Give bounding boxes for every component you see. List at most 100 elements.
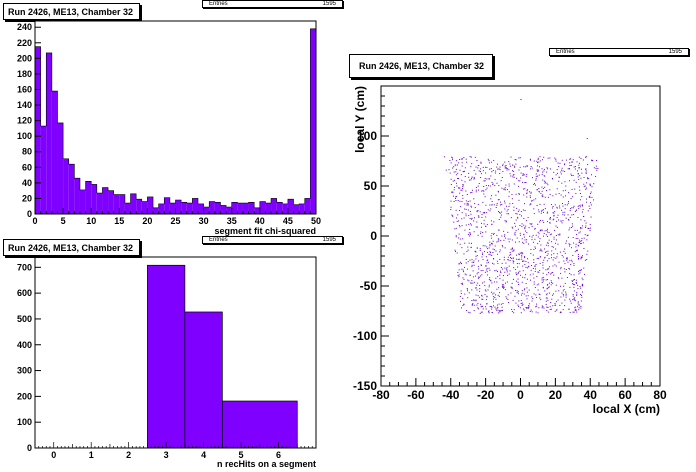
xy-point — [528, 305, 530, 307]
xy-point — [464, 167, 466, 169]
xy-point — [483, 185, 485, 187]
nhits-xtick-label: 0 — [51, 450, 56, 460]
xy-point — [569, 272, 571, 274]
xy-point — [570, 208, 572, 210]
xy-point — [556, 217, 558, 219]
xy-point — [519, 157, 521, 159]
xy-point — [534, 265, 536, 267]
xy-point — [577, 237, 579, 239]
xy-point — [526, 267, 528, 269]
xy-point — [451, 157, 453, 159]
xy-point — [552, 265, 554, 267]
xy-point — [478, 268, 480, 270]
xy-point — [489, 279, 491, 281]
xy-point — [465, 215, 467, 217]
xy-point — [476, 159, 478, 161]
xy-point — [491, 262, 493, 264]
xy-point — [565, 291, 567, 293]
xy-point — [481, 274, 483, 276]
xy-point — [581, 237, 583, 239]
xy-point — [513, 183, 515, 185]
xy-point — [544, 257, 546, 259]
xy-point — [522, 270, 524, 272]
xy-point — [590, 204, 592, 206]
xy-point — [462, 187, 464, 189]
xy-point — [527, 217, 529, 219]
xy-point — [539, 240, 541, 242]
xy-point — [456, 220, 458, 222]
xy-point — [522, 209, 524, 211]
xy-point — [569, 245, 571, 247]
xy-point — [533, 184, 535, 186]
xy-point — [497, 211, 499, 213]
xy-point — [526, 278, 528, 280]
chi2-bar — [141, 201, 148, 214]
xy-point — [462, 186, 464, 188]
xy-point — [558, 219, 560, 221]
xy-point — [515, 193, 517, 195]
xy-point — [515, 241, 517, 243]
xy-point — [538, 271, 540, 273]
xy-point — [546, 293, 548, 295]
xy-point — [491, 306, 493, 308]
xy-point — [547, 279, 549, 281]
xy-point — [466, 193, 468, 195]
xy-point — [541, 250, 543, 252]
xy-point — [543, 233, 545, 235]
xy-point — [543, 222, 545, 224]
xy-point — [585, 170, 587, 172]
xy-point — [481, 256, 483, 258]
xy-point — [560, 171, 562, 173]
xy-point — [576, 249, 578, 251]
xy-point — [586, 201, 588, 203]
xy-point — [501, 262, 503, 264]
xy-point — [451, 191, 453, 193]
xy-point — [472, 270, 474, 272]
xy-point — [548, 258, 550, 260]
xy-point — [569, 216, 571, 218]
xy-point — [576, 291, 578, 293]
xy-point — [457, 242, 459, 244]
xy-point — [558, 180, 560, 182]
xy-point — [510, 253, 512, 255]
xy-point — [544, 256, 546, 258]
xy-point — [555, 265, 557, 267]
xy-point — [541, 229, 543, 231]
xy-point — [532, 241, 534, 243]
xy-point — [497, 294, 499, 296]
xy-point — [588, 196, 590, 198]
xy-point — [477, 167, 479, 169]
xy-point — [516, 280, 518, 282]
xy-point — [565, 294, 567, 296]
xy-point — [512, 299, 514, 301]
xy-point — [469, 218, 471, 220]
xy-point — [475, 300, 477, 302]
chi2-bar — [254, 207, 260, 214]
xy-point — [581, 196, 583, 198]
xy-point — [568, 219, 570, 221]
xy-point — [523, 236, 525, 238]
xy-point — [467, 279, 469, 281]
xy-point — [454, 197, 456, 199]
chi2-bar — [158, 203, 165, 214]
xy-point — [581, 256, 583, 258]
xy-point — [541, 305, 543, 307]
xy-point — [576, 250, 578, 252]
xy-point — [486, 212, 488, 214]
xy-xtick-label: 20 — [549, 388, 563, 402]
xy-point — [486, 268, 488, 270]
xy-stats-label: Entries — [556, 49, 575, 55]
xy-point — [528, 265, 530, 267]
xy-point — [525, 166, 527, 168]
xy-point — [521, 292, 523, 294]
xy-point — [462, 171, 464, 173]
xy-point — [575, 282, 577, 284]
xy-point — [541, 168, 543, 170]
xy-point — [473, 300, 475, 302]
xy-point — [541, 229, 543, 231]
xy-point — [573, 264, 575, 266]
xy-point — [550, 302, 552, 304]
xy-point — [470, 213, 472, 215]
xy-point — [512, 278, 514, 280]
xy-point — [479, 288, 481, 290]
